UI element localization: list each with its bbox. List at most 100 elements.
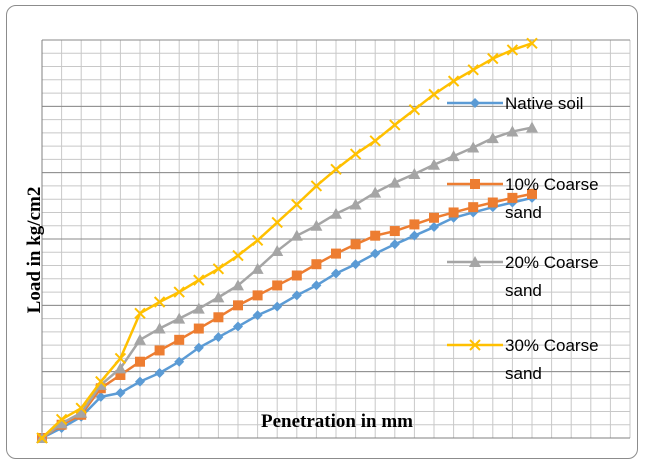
legend-label-line: Native soil	[505, 94, 583, 113]
data-point	[252, 310, 263, 321]
series-line	[41, 126, 533, 440]
data-point	[507, 192, 518, 203]
data-point	[115, 387, 126, 398]
data-point	[369, 135, 381, 147]
data-point	[331, 248, 341, 259]
data-point	[409, 219, 420, 230]
data-point	[135, 356, 145, 367]
data-point	[330, 163, 342, 176]
legend-item-3: 20% Coarse sand	[447, 253, 599, 300]
data-point	[134, 307, 146, 320]
data-point	[388, 176, 401, 188]
data-point	[310, 180, 323, 192]
legend-label-line: sand	[505, 203, 542, 222]
legend-item-1: Native soil	[447, 94, 583, 113]
data-point	[213, 332, 224, 343]
series-4	[36, 37, 538, 444]
data-point	[55, 413, 68, 426]
data-point	[272, 301, 283, 312]
series-group	[36, 37, 538, 444]
data-point	[428, 158, 440, 170]
data-point	[506, 125, 519, 137]
series-1	[37, 192, 537, 443]
legend-marker	[469, 339, 481, 351]
series-3	[36, 121, 538, 443]
data-point	[290, 229, 303, 241]
data-point	[75, 406, 88, 418]
data-point	[429, 212, 439, 223]
data-point	[95, 375, 107, 388]
data-point	[154, 367, 165, 378]
data-point	[311, 259, 322, 270]
data-point	[428, 88, 440, 101]
data-point	[330, 207, 342, 219]
data-point	[389, 119, 401, 131]
data-point	[135, 376, 145, 387]
legend-marker	[470, 98, 480, 108]
data-point	[174, 356, 185, 367]
data-point	[232, 249, 244, 262]
data-point	[349, 148, 362, 160]
data-point	[486, 132, 499, 144]
data-point	[55, 417, 68, 429]
data-point	[154, 345, 165, 356]
data-point	[310, 219, 323, 231]
data-point	[212, 263, 225, 275]
data-point	[114, 362, 127, 374]
data-point	[467, 64, 479, 76]
data-point	[213, 312, 224, 323]
data-point	[447, 75, 460, 87]
data-point	[409, 230, 420, 241]
data-point	[350, 259, 361, 270]
legend-label-line: 30% Coarse	[505, 336, 599, 355]
legend-label-line: 10% Coarse	[505, 175, 599, 194]
legend-label: 20% Coarse sand	[505, 253, 599, 300]
data-point	[447, 150, 460, 162]
legend-marker	[469, 256, 481, 267]
data-point	[369, 186, 382, 198]
chart-frame	[6, 5, 638, 459]
data-point	[331, 268, 341, 279]
data-point	[193, 342, 204, 353]
data-point	[272, 280, 283, 291]
data-point	[487, 52, 499, 65]
axes	[41, 40, 630, 439]
data-point	[487, 197, 498, 208]
data-point	[408, 103, 421, 116]
data-point	[467, 141, 480, 153]
data-point	[232, 279, 244, 291]
data-point	[291, 270, 302, 281]
data-point	[192, 302, 205, 314]
data-point	[115, 369, 126, 380]
y-axis-title: Load in kg/cm2	[24, 187, 45, 314]
data-point	[448, 207, 459, 218]
data-point	[291, 290, 302, 301]
legend-marker	[470, 179, 480, 189]
legend-item-4: 30% Coarse sand	[447, 336, 599, 383]
data-point	[468, 202, 479, 213]
data-point	[134, 333, 146, 345]
data-point	[526, 37, 538, 50]
data-point	[173, 312, 186, 324]
data-point	[173, 286, 185, 298]
data-point	[389, 226, 400, 237]
data-point	[75, 402, 87, 414]
data-point	[95, 391, 106, 402]
data-point	[251, 262, 264, 274]
data-point	[526, 121, 538, 133]
legend-label-line: 20% Coarse	[505, 253, 599, 272]
data-point	[153, 296, 166, 308]
legend-label: Native soil	[505, 94, 583, 113]
series-line	[41, 196, 533, 440]
data-point	[153, 322, 166, 334]
data-point	[408, 167, 421, 179]
data-point	[429, 222, 439, 233]
legend-label: 10% Coarse sand	[505, 175, 599, 222]
legend-item-2: 10% Coarse sand	[447, 175, 599, 222]
legend-label: 30% Coarse sand	[505, 336, 599, 383]
data-point	[193, 274, 205, 286]
data-point	[233, 300, 243, 311]
legend-label-line: sand	[505, 364, 542, 383]
